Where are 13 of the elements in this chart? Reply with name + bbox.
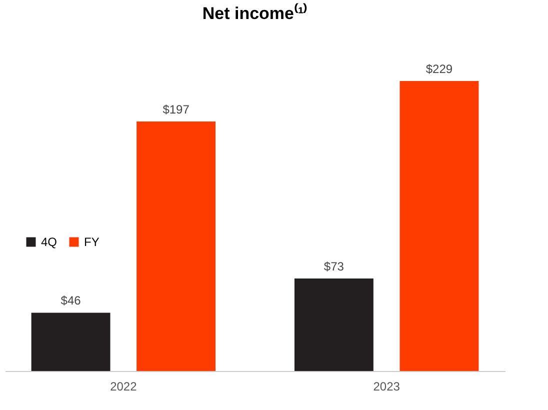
bar — [294, 278, 374, 371]
data-label: $73 — [324, 260, 344, 274]
bar — [400, 81, 479, 371]
data-label: $229 — [426, 62, 453, 76]
chart-title: Net income⁽¹⁾ — [202, 3, 308, 23]
x-tick-label: 2022 — [110, 380, 138, 394]
bar — [31, 312, 110, 371]
legend-label: FY — [84, 235, 100, 249]
legend-label: 4Q — [41, 235, 58, 249]
data-label: $46 — [60, 294, 82, 308]
bar — [136, 122, 216, 371]
x-tick-label: 2023 — [373, 380, 400, 394]
data-label: $197 — [162, 102, 190, 117]
